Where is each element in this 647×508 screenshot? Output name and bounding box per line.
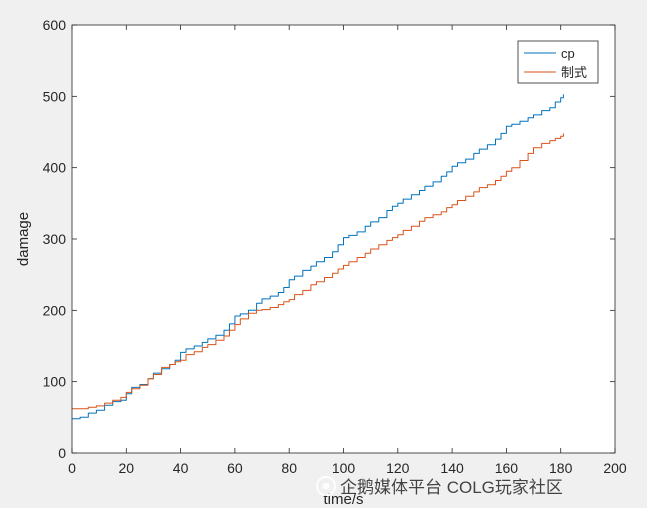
legend-entry-cp: cp: [561, 46, 575, 61]
series-layer: [72, 94, 564, 420]
x-tick-label: 140: [440, 460, 464, 476]
x-tick-label: 0: [68, 460, 76, 476]
watermark-text: 企鹅媒体平台 COLG玩家社区: [340, 478, 563, 497]
series-line-1: [72, 133, 564, 410]
y-tick-label: 300: [43, 231, 67, 247]
legend-box: [517, 40, 599, 84]
y-tick-label: 0: [58, 445, 66, 461]
legend: cp 制式: [517, 40, 599, 84]
x-tick-label: 120: [386, 460, 410, 476]
watermark-logo-icon: [316, 476, 336, 496]
x-tick-label: 40: [173, 460, 189, 476]
x-tick-label: 200: [603, 460, 627, 476]
y-tick-label: 400: [43, 160, 67, 176]
x-tick-label: 80: [281, 460, 297, 476]
x-tick-label: 160: [495, 460, 519, 476]
y-tick-label: 600: [43, 17, 67, 33]
x-tick-label: 180: [549, 460, 573, 476]
x-tick-label: 60: [227, 460, 243, 476]
x-axis-label: time/s: [323, 491, 363, 508]
y-axis-label: damage: [15, 212, 32, 266]
x-tick-label: 100: [332, 460, 356, 476]
y-tick-label: 200: [43, 302, 67, 318]
watermark: 企鹅媒体平台 COLG玩家社区: [316, 476, 563, 497]
y-tick-label: 100: [43, 374, 67, 390]
x-tick-label: 20: [119, 460, 135, 476]
y-tick-label: 500: [43, 88, 67, 104]
ticks-layer: 0 20 40 60 80 100 120 140 160 180 200 0 100 200 300 400…: [43, 17, 627, 476]
legend-entry-zhishi: 制式: [561, 65, 587, 80]
